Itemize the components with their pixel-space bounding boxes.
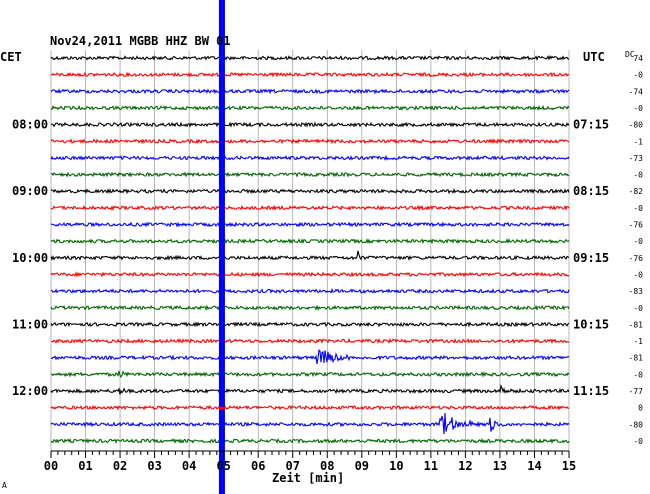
left-time-label: 12:00 (12, 384, 48, 398)
left-time-label: 09:00 (12, 184, 48, 198)
trace-line (51, 123, 569, 126)
right-time-label: 10:15 (573, 317, 609, 331)
dc-offset-value: -81 (629, 354, 644, 363)
trace-line (51, 140, 569, 143)
trace-line (51, 290, 569, 293)
trace-line (51, 406, 569, 409)
x-tick-label: 00 (44, 459, 58, 473)
trace-line (51, 173, 569, 176)
right-time-label: 08:15 (573, 184, 609, 198)
dc-offset-value: -82 (629, 187, 644, 196)
seismic-traces (51, 56, 569, 442)
x-tick-label: 11 (424, 459, 438, 473)
trace-line (51, 251, 569, 260)
right-time-label: 09:15 (573, 251, 609, 265)
right-timezone-label: UTC (583, 50, 605, 64)
left-time-label: 10:00 (12, 251, 48, 265)
gap-marker-red-tick (219, 407, 225, 410)
x-tick-label: 15 (562, 459, 576, 473)
gap-marker-bar (219, 0, 225, 494)
dc-offset-value: -1 (633, 337, 643, 346)
dc-offset-value: -74 (629, 87, 644, 96)
dc-offset-value: -0 (633, 270, 643, 279)
trace-line (51, 90, 569, 93)
x-tick-label: 05 (216, 459, 230, 473)
trace-line (51, 106, 569, 109)
x-tick-label: 01 (78, 459, 92, 473)
right-time-labels: 07:15 08:15 09:15 10:15 11:15 (573, 118, 609, 398)
x-axis-label: Zeit [min] (272, 471, 344, 485)
dc-offset-values: 74 -0 -74 -0 -80 -1 -73 -0 -82 -0 -76 -0 -76 -0 -83 -0 -… (629, 54, 644, 446)
left-time-labels: 08:00 09:00 10:00 11:00 12:00 (12, 118, 48, 398)
dc-offset-value: -1 (633, 137, 643, 146)
trace-line (51, 206, 569, 209)
x-tick-label: 02 (113, 459, 127, 473)
dc-offset-value: -80 (629, 121, 644, 130)
chart-title: Nov24,2011 MGBB HHZ BW 01 (50, 34, 231, 48)
dc-offset-value: -0 (633, 237, 643, 246)
dc-offset-value: -0 (633, 171, 643, 180)
x-tick-label: 10 (389, 459, 403, 473)
left-time-label: 08:00 (12, 118, 48, 132)
x-tick-label: 12 (458, 459, 472, 473)
trace-line (51, 339, 569, 342)
trace-line (51, 73, 569, 76)
trace-line (51, 439, 569, 442)
dc-offset-value: -0 (633, 437, 643, 446)
dc-offset-value: 0 (638, 404, 643, 413)
dc-offset-value: -0 (633, 204, 643, 213)
trace-line (51, 371, 569, 377)
dc-offset-value: -0 (633, 370, 643, 379)
dc-offset-value: -76 (629, 221, 644, 230)
x-tick-label: 06 (251, 459, 265, 473)
right-time-label: 11:15 (573, 384, 609, 398)
trace-line (51, 240, 569, 243)
x-tick-label: 14 (527, 459, 541, 473)
trace-line (51, 413, 569, 434)
trace-line (51, 56, 569, 59)
x-tick-label: 03 (147, 459, 161, 473)
dc-offset-value: -0 (633, 104, 643, 113)
dc-offset-value: -81 (629, 320, 644, 329)
x-axis: 00 01 02 03 04 05 06 07 08 09 10 11 12 13 14 15 (44, 451, 576, 473)
left-time-label: 11:00 (12, 317, 48, 331)
trace-line (51, 323, 569, 326)
dc-offset-value: -80 (629, 420, 644, 429)
dc-offset-value: -0 (633, 71, 643, 80)
dc-offset-value: 74 (633, 54, 643, 63)
trace-line (51, 223, 569, 226)
right-time-label: 07:15 (573, 118, 609, 132)
x-tick-label: 13 (493, 459, 507, 473)
dc-offset-value: -83 (629, 287, 644, 296)
trace-line (51, 273, 569, 276)
dc-offset-value: -0 (633, 304, 643, 313)
left-timezone-label: CET (0, 50, 22, 64)
trace-line (51, 156, 569, 159)
gap-markers (219, 0, 225, 494)
dc-offset-value: -76 (629, 254, 644, 263)
x-tick-label: 04 (182, 459, 196, 473)
trace-line (51, 386, 569, 394)
dc-offset-value: -73 (629, 154, 644, 163)
trace-line (51, 190, 569, 193)
trace-line (51, 350, 569, 364)
x-tick-label: 09 (355, 459, 369, 473)
corner-mark: A (2, 481, 7, 490)
trace-line (51, 306, 569, 309)
dc-offset-value: -77 (629, 387, 644, 396)
